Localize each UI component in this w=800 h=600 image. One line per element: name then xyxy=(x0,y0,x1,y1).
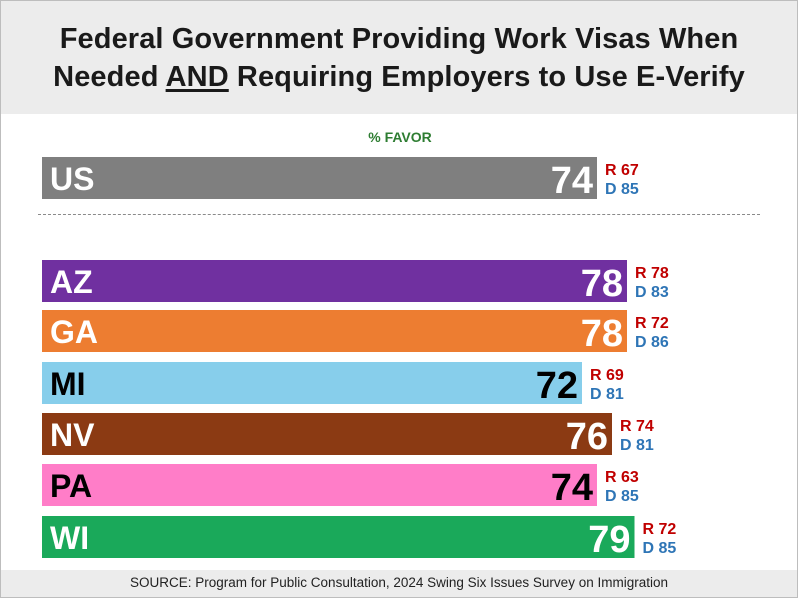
bar-pa xyxy=(42,464,597,506)
category-label-ga: GA xyxy=(50,314,98,350)
section-divider xyxy=(38,214,760,215)
chart-title-line-1: Federal Government Providing Work Visas … xyxy=(59,23,739,55)
d-label-pa: D 85 xyxy=(605,488,639,505)
value-label-ga: 78 xyxy=(581,313,623,355)
r-label-ga: R 72 xyxy=(635,315,669,332)
category-label-az: AZ xyxy=(50,264,93,300)
r-label-nv: R 74 xyxy=(620,418,654,435)
r-label-mi: R 69 xyxy=(590,367,624,384)
chart-title-part: Needed xyxy=(53,61,166,93)
d-label-us: D 85 xyxy=(605,181,639,198)
value-label-wi: 79 xyxy=(588,519,630,561)
d-label-az: D 83 xyxy=(635,284,669,301)
r-label-az: R 78 xyxy=(635,265,669,282)
d-label-ga: D 86 xyxy=(635,334,669,351)
source-banner: SOURCE: Program for Public Consultation,… xyxy=(1,570,797,597)
category-label-mi: MI xyxy=(50,366,86,402)
d-label-nv: D 81 xyxy=(620,437,654,454)
value-label-nv: 76 xyxy=(566,416,608,458)
bar-az xyxy=(42,260,627,302)
source-note: SOURCE: Program for Public Consultation,… xyxy=(130,575,668,590)
value-label-us: 74 xyxy=(551,160,593,202)
bar-nv xyxy=(42,413,612,455)
value-axis-label: % FAVOR xyxy=(368,129,432,145)
d-label-mi: D 81 xyxy=(590,386,624,403)
r-label-wi: R 72 xyxy=(643,521,677,538)
title-banner: Federal Government Providing Work Visas … xyxy=(1,1,797,114)
bar-ga xyxy=(42,310,627,352)
r-label-pa: R 63 xyxy=(605,469,639,486)
category-label-us: US xyxy=(50,161,94,197)
category-label-pa: PA xyxy=(50,468,92,504)
chart-title-emphasis: AND xyxy=(165,61,229,93)
bar-us xyxy=(42,157,597,199)
category-label-nv: NV xyxy=(50,417,95,453)
d-label-wi: D 85 xyxy=(643,540,677,557)
value-label-mi: 72 xyxy=(536,365,578,407)
bar-mi xyxy=(42,362,582,404)
r-label-us: R 67 xyxy=(605,162,639,179)
chart-title-part: Requiring Employers to Use E-Verify xyxy=(228,61,745,93)
category-label-wi: WI xyxy=(50,520,89,556)
chart-title-line-2: Needed AND Requiring Employers to Use E-… xyxy=(1,61,797,94)
value-label-pa: 74 xyxy=(551,467,593,509)
bar-wi xyxy=(42,516,635,558)
value-label-az: 78 xyxy=(581,263,623,305)
